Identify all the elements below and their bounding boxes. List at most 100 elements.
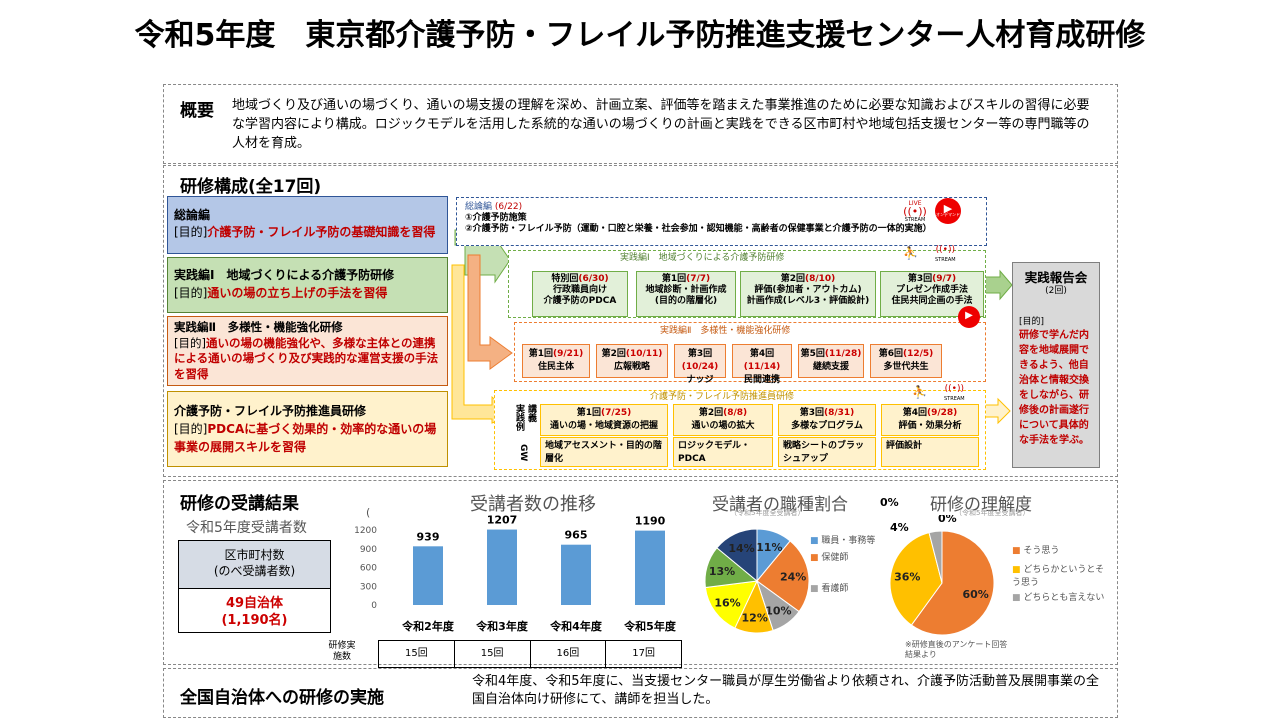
pie-slice bbox=[716, 528, 758, 583]
x-tick-label: 令和4年度 bbox=[549, 619, 603, 633]
results-heading: 研修の受講結果 bbox=[180, 494, 299, 514]
jissen1-session: 特別回(6/30) 行政職員向け 介護予防のPDCA bbox=[532, 271, 628, 317]
gw-topic: ロジックモデル・PDCA bbox=[678, 441, 751, 464]
soron-date: (6/22) bbox=[494, 202, 523, 212]
results-subheading: 令和5年度受講者数 bbox=[186, 520, 307, 536]
overview-panel bbox=[163, 84, 1118, 164]
jissen1-session: 第2回(8/10) 評価(参加者・アウトカム) 計画作成(レベル3・評価設計) bbox=[740, 271, 876, 317]
ondemand-icon: ▶ オンデマンド bbox=[935, 198, 961, 224]
legend-label: そう思う bbox=[1023, 546, 1060, 556]
count-cell: 16回 bbox=[531, 641, 607, 667]
slice-label: 0% bbox=[938, 515, 957, 525]
example-label: 実践例 bbox=[514, 404, 524, 431]
session-topic: 評価(参加者・アウトカム) bbox=[754, 285, 862, 295]
session-date: (9/21) bbox=[552, 349, 584, 359]
session-date: (6/30) bbox=[578, 274, 609, 284]
slice-label: 11% bbox=[756, 541, 782, 554]
occupation-pie-chart: 11% 24% 10%12%16% 13% 14% bbox=[704, 528, 810, 634]
structure-panel bbox=[163, 165, 1118, 477]
session-topic: プレゼン作成手法 bbox=[895, 285, 968, 295]
course-box-jissen1: 実践編Ⅰ 地域づくりによる介護予防研修 [目的]通いの場の立ち上げの手法を習得 bbox=[167, 257, 448, 313]
bar bbox=[487, 529, 517, 605]
session-date: (11/28) bbox=[824, 349, 862, 359]
chart-paren: ( bbox=[366, 506, 371, 519]
soron-label: 総論編 bbox=[465, 202, 493, 212]
report-prefix: [目的] bbox=[1019, 317, 1045, 327]
live-stream-icon: ((•)) STREAM bbox=[944, 384, 965, 403]
session-topic: 行政職員向け bbox=[552, 285, 607, 295]
gw-topic: 地域アセスメント・目的の階層化 bbox=[545, 441, 662, 464]
x-tick-label: 令和3年度 bbox=[475, 619, 529, 633]
slice-label: 13% bbox=[709, 565, 735, 578]
soron-line2: ②介護予防・フレイル予防（運動・口腔と栄養・社会参加・認知機能・高齢者の保健事業… bbox=[465, 224, 932, 234]
session-title: 第3回 bbox=[907, 274, 933, 284]
session-topic: 多様なプログラム bbox=[791, 421, 863, 431]
suishin-session-lecture: 第3回(8/31) 多様なプログラム bbox=[778, 404, 876, 436]
session-topic: 民間連携 bbox=[743, 375, 780, 385]
session-title: 第1回 bbox=[528, 349, 553, 359]
bar bbox=[413, 546, 443, 605]
understanding-note: （令和5年度全受講者） bbox=[955, 509, 1030, 517]
slice-label-outside: 0% bbox=[880, 496, 899, 509]
legend-label: どちらかというとそう思う bbox=[1012, 565, 1105, 588]
bar-value-label: 965 bbox=[565, 529, 588, 542]
ondemand-icon: ▶ bbox=[958, 306, 980, 328]
national-panel bbox=[163, 668, 1118, 718]
row-label-example: 実践例 bbox=[500, 404, 524, 444]
legend-item: ■ 保健師 bbox=[810, 553, 849, 563]
bar-value-label: 1207 bbox=[487, 514, 518, 527]
slice-label: 12% bbox=[742, 611, 768, 624]
session-topic: 広報戦略 bbox=[613, 362, 650, 372]
arrow-report-yellow bbox=[984, 397, 1011, 425]
session-date: (11/14) bbox=[743, 362, 781, 372]
course-box-soron: 総論編 [目的]介護予防・フレイル予防の基礎知識を習得 bbox=[167, 196, 448, 254]
jissen2-session: 第3回 (10/24) ナッジ bbox=[674, 344, 726, 385]
session-date: (9/28) bbox=[926, 408, 958, 418]
session-date: (9/7) bbox=[932, 274, 957, 284]
y-tick-label: 300 bbox=[360, 582, 377, 592]
results-cell-value1: 49自治体 bbox=[225, 596, 284, 611]
understanding-pie-chart: 60% 36% 4% 0% bbox=[889, 515, 995, 636]
session-title: 第2回 bbox=[698, 408, 724, 418]
gw-topic: 評価設計 bbox=[886, 441, 923, 451]
session-title: 第1回 bbox=[576, 408, 601, 418]
legend-item: ■ そう思う bbox=[1012, 546, 1060, 556]
legend-label: 看護師 bbox=[821, 584, 849, 594]
bar bbox=[635, 530, 665, 605]
occupation-legend: ■ 職員・事務等 ■ 保健師 ■ 看護師 bbox=[810, 535, 882, 596]
understanding-footnote: ※研修直後のアンケート回答結果より bbox=[905, 640, 1008, 659]
suishin-session-gw: 地域アセスメント・目的の階層化 bbox=[540, 437, 668, 467]
attendance-bar-chart: 0 300 600 900 1200 939 令和2年度 1207 令和3年度 965 令和4年度 1… bbox=[354, 514, 677, 633]
course-name: 実践編Ⅰ 地域づくりによる介護予防研修 bbox=[174, 268, 395, 282]
attendance-chart-title: 受講者数の推移 bbox=[470, 494, 596, 515]
jissen2-session: 第1回(9/21) 住民主体 bbox=[522, 344, 590, 378]
soron-detail-box: 総論編 (6/22) ①介護予防施策 ②介護予防・フレイル予防（運動・口腔と栄養… bbox=[456, 197, 987, 246]
suishin-sessions: 第1回(7/25) 通いの場・地域資源の把握 地域アセスメント・目的の階層化 第2回(… bbox=[540, 404, 980, 468]
suishin-session-lecture: 第1回(7/25) 通いの場・地域資源の把握 bbox=[540, 404, 668, 436]
legend-label: 保健師 bbox=[821, 553, 849, 563]
session-date: (10/24) bbox=[681, 362, 719, 372]
session-title: 第4回 bbox=[749, 349, 775, 359]
purpose-prefix: [目的] bbox=[174, 225, 208, 239]
gw-label: GW bbox=[518, 444, 528, 462]
jissen2-session: 第2回(10/11) 広報戦略 bbox=[596, 344, 668, 378]
jissen2-session: 第5回(11/28) 継続支援 bbox=[798, 344, 864, 378]
occupation-chart-title: 受講者の職種割合 bbox=[712, 495, 848, 515]
suishin-session-gw: ロジックモデル・PDCA bbox=[673, 437, 773, 467]
session-date: (7/25) bbox=[600, 408, 632, 418]
jissen2-session: 第4回 (11/14) 民間連携 bbox=[732, 344, 792, 385]
purpose-text: 介護予防・フレイル予防の基礎知識を習得 bbox=[207, 225, 436, 239]
slice-label: 16% bbox=[714, 596, 740, 609]
row-label-gw: GW bbox=[514, 444, 528, 468]
slice-label: 10% bbox=[765, 604, 791, 617]
jissen2-session: 第6回(12/5) 多世代共生 bbox=[870, 344, 942, 378]
y-tick-label: 0 bbox=[371, 601, 377, 611]
live-label: LIVE bbox=[908, 200, 922, 207]
bar-value-label: 939 bbox=[417, 530, 440, 543]
suishin-session-gw: 評価設計 bbox=[881, 437, 979, 467]
slice-label: 36% bbox=[894, 570, 920, 583]
report-text: 研修で学んだ内容を地域展開できるよう、他自治体と情報交換をしながら、研修後の計画… bbox=[1019, 330, 1089, 446]
session-title: 第2回 bbox=[601, 349, 626, 359]
jissen2-label: 実践編Ⅱ 多様性・機能強化研修 bbox=[660, 326, 791, 336]
suishin-session-lecture: 第2回(8/8) 通いの場の拡大 bbox=[673, 404, 773, 436]
